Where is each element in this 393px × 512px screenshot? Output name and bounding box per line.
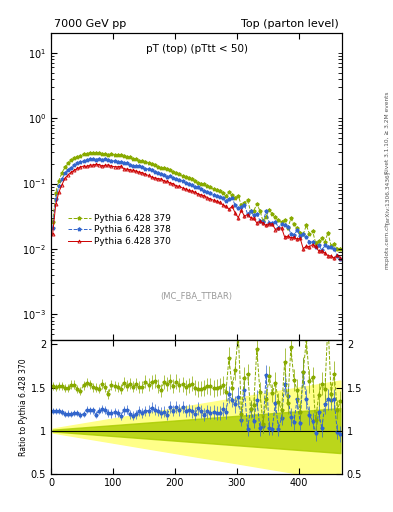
Text: Top (parton level): Top (parton level)	[241, 18, 339, 29]
Text: mcplots.cern.ch: mcplots.cern.ch	[385, 222, 390, 269]
Pythia 6.428 370	[103, 162, 108, 168]
Text: (MC_FBA_TTBAR): (MC_FBA_TTBAR)	[160, 291, 233, 300]
Y-axis label: Ratio to Pythia 6.428 370: Ratio to Pythia 6.428 370	[19, 358, 28, 456]
Pythia 6.428 378	[174, 176, 179, 182]
Text: pT (top) (pTtt < 50): pT (top) (pTtt < 50)	[145, 44, 248, 54]
Pythia 6.428 379	[174, 170, 179, 176]
Pythia 6.428 379	[103, 151, 108, 157]
Pythia 6.428 378	[50, 225, 55, 231]
Pythia 6.428 379	[50, 219, 55, 225]
Pythia 6.428 370	[94, 161, 98, 167]
Pythia 6.428 378	[165, 174, 169, 180]
Pythia 6.428 379	[94, 150, 98, 156]
Pythia 6.428 379	[165, 166, 169, 172]
Pythia 6.428 370	[165, 178, 169, 184]
Pythia 6.428 379	[335, 246, 340, 252]
Pythia 6.428 378	[227, 196, 231, 202]
Pythia 6.428 370	[227, 206, 231, 212]
Pythia 6.428 378	[128, 162, 132, 168]
Text: 7000 GeV pp: 7000 GeV pp	[54, 18, 126, 29]
Pythia 6.428 378	[97, 156, 101, 162]
Pythia 6.428 370	[270, 221, 275, 227]
Text: [arXiv:1306.3436]: [arXiv:1306.3436]	[385, 170, 390, 224]
Legend: Pythia 6.428 379, Pythia 6.428 378, Pythia 6.428 370: Pythia 6.428 379, Pythia 6.428 378, Pyth…	[64, 210, 174, 250]
Pythia 6.428 370	[338, 254, 343, 261]
Pythia 6.428 379	[128, 154, 132, 160]
Line: Pythia 6.428 378: Pythia 6.428 378	[51, 157, 342, 261]
Pythia 6.428 370	[332, 255, 336, 261]
Pythia 6.428 378	[338, 255, 343, 262]
Pythia 6.428 378	[103, 156, 108, 162]
Pythia 6.428 370	[128, 166, 132, 173]
Pythia 6.428 379	[227, 189, 231, 195]
Text: Rivet 3.1.10, ≥ 3.2M events: Rivet 3.1.10, ≥ 3.2M events	[385, 92, 390, 175]
Pythia 6.428 379	[270, 211, 275, 217]
Pythia 6.428 370	[50, 231, 55, 237]
Pythia 6.428 379	[338, 246, 343, 252]
Pythia 6.428 378	[270, 220, 275, 226]
Line: Pythia 6.428 379: Pythia 6.428 379	[51, 151, 342, 251]
Line: Pythia 6.428 370: Pythia 6.428 370	[51, 163, 342, 260]
Pythia 6.428 370	[174, 183, 179, 189]
